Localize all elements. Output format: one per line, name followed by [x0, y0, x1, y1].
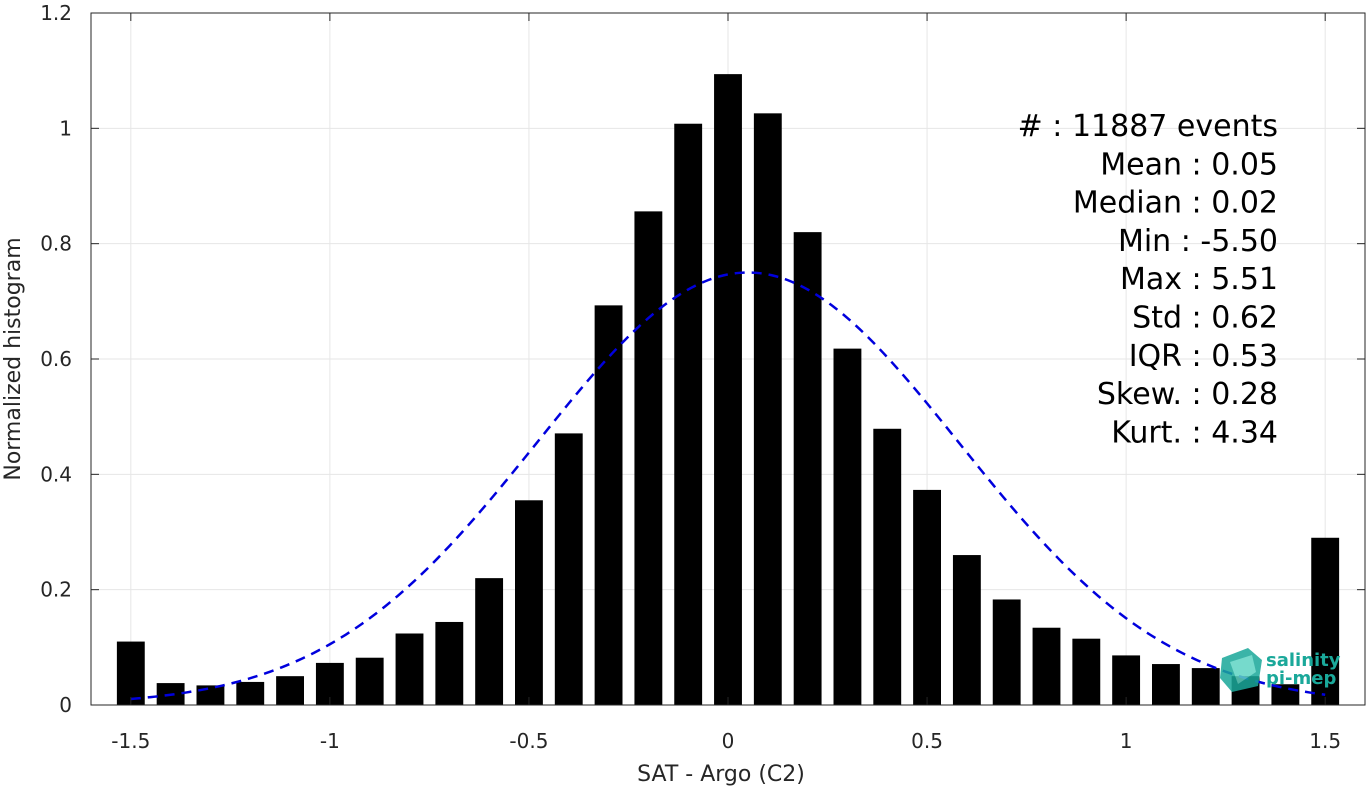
logo-text-line1: salinity — [1266, 650, 1341, 671]
histogram-bar — [594, 305, 623, 705]
stats-line: Kurt. : 4.34 — [1111, 415, 1278, 450]
y-tick-label: 1 — [59, 116, 72, 140]
logo-emblem-icon — [1220, 648, 1262, 692]
x-axis-label: SAT - Argo (C2) — [637, 762, 805, 787]
y-tick-label: 0.2 — [40, 578, 72, 602]
histogram-bar — [1311, 537, 1340, 705]
stats-line: Min : -5.50 — [1118, 224, 1278, 259]
salinity-pi-mep-logo: salinity pi-mep — [1220, 648, 1341, 692]
gaussian-fit-curve — [130, 271, 1326, 701]
stats-line: IQR : 0.53 — [1129, 339, 1278, 374]
y-axis-label: Normalized histogram — [1, 237, 26, 480]
histogram-bar — [913, 489, 941, 705]
histogram-bar — [952, 555, 981, 705]
stats-line: Median : 0.02 — [1073, 186, 1278, 221]
x-tick-label: 0.5 — [911, 729, 943, 753]
y-tick-labels: 0 0.2 0.4 0.6 0.8 1 1.2 — [40, 1, 72, 717]
histogram-bar — [475, 578, 504, 705]
histogram-bar — [753, 113, 782, 706]
histogram-bar — [714, 74, 742, 706]
histogram-bar — [435, 621, 464, 705]
histogram-bar — [674, 123, 703, 706]
histogram-bar — [515, 500, 543, 705]
histogram-bar — [116, 641, 145, 705]
x-tick-label: 0 — [722, 729, 735, 753]
histogram-bar — [793, 232, 822, 705]
histogram-bar — [833, 348, 862, 705]
y-tick-label: 0.4 — [40, 462, 72, 486]
stats-line: Max : 5.51 — [1120, 262, 1278, 297]
x-tick-label: -1.5 — [111, 729, 150, 753]
x-tick-label: 1 — [1120, 729, 1133, 753]
histogram-bar — [236, 681, 265, 705]
histogram-bar — [355, 657, 384, 705]
y-tick-label: 1.2 — [40, 1, 72, 25]
y-tick-label: 0.8 — [40, 232, 72, 256]
stats-line: # : 11887 events — [1018, 109, 1278, 144]
y-tick-label: 0.6 — [40, 347, 72, 371]
histogram-bar — [634, 211, 663, 705]
axis-ticks — [91, 12, 1365, 706]
histogram-bar — [196, 685, 225, 705]
histogram-bar — [1112, 655, 1141, 705]
histogram-bar — [992, 599, 1021, 705]
x-tick-label: -0.5 — [509, 729, 548, 753]
x-tick-label: 1.5 — [1309, 729, 1341, 753]
histogram-bar — [1191, 668, 1220, 705]
stats-line: Std : 0.62 — [1132, 301, 1278, 336]
histogram-bar — [554, 433, 583, 705]
stats-line: Skew. : 0.28 — [1097, 377, 1278, 412]
histogram-bar — [276, 676, 304, 705]
histogram-bar — [1032, 627, 1061, 705]
x-tick-labels: -1.5 -1 -0.5 0 0.5 1 1.5 — [111, 729, 1341, 753]
histogram-bar — [873, 428, 902, 705]
x-tick-label: -1 — [320, 729, 340, 753]
histogram-bar — [395, 633, 424, 705]
histogram-bar — [1152, 664, 1180, 705]
logo-text-line2: pi-mep — [1266, 668, 1336, 689]
y-tick-label: 0 — [59, 693, 72, 717]
histogram-bar — [1072, 638, 1101, 705]
bars — [116, 74, 1340, 706]
stats-line: Mean : 0.05 — [1100, 147, 1278, 182]
